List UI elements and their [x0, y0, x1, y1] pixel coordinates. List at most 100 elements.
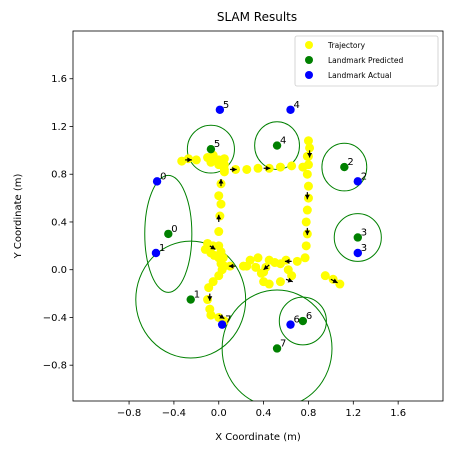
actual-label-7: 7: [225, 315, 231, 326]
trajectory-point: [206, 310, 216, 320]
trajectory-point: [253, 163, 263, 173]
legend: Trajectory Landmark Predicted Landmark A…: [294, 35, 439, 87]
trajectory-point: [264, 279, 274, 289]
plot-frame: [72, 30, 444, 402]
predicted-label-1: 1: [194, 290, 200, 301]
heading-arrow: [218, 179, 224, 187]
y-tick-label: −0.4: [43, 313, 67, 324]
heading-arrow: [229, 166, 237, 172]
uncertainty-ellipse: [333, 213, 382, 262]
actual-landmark-4: [286, 105, 295, 114]
trajectory-point: [191, 155, 201, 165]
predicted-landmark-4: [272, 141, 282, 150]
heading-arrow: [185, 157, 192, 163]
trajectory-point: [303, 160, 313, 170]
trajectory-point: [302, 205, 312, 215]
trajectory-point: [292, 256, 302, 266]
trajectory-point: [219, 167, 229, 177]
chart-title: SLAM Results: [217, 10, 297, 24]
y-tick-label: 0.0: [51, 265, 67, 276]
trajectory-point: [219, 154, 229, 164]
x-tick-label: −0.4: [162, 408, 186, 419]
predicted-label-7: 7: [280, 338, 286, 349]
y-ticks: −0.8 −0.4 0.0 0.4 0.8 1.2 1.6: [43, 74, 73, 372]
heading-arrow: [284, 258, 292, 264]
actual-landmark-0: [152, 177, 162, 186]
predicted-landmark-1: [186, 295, 195, 304]
heading-arrow: [304, 227, 310, 236]
x-tick-label: 0.4: [256, 408, 272, 419]
x-tick-label: −0.8: [117, 408, 141, 419]
trajectory-point: [214, 271, 224, 281]
trajectory-point: [214, 191, 224, 201]
actual-landmark-3: [353, 248, 362, 258]
trajectory-point: [251, 262, 261, 272]
uncertainty-ellipse: [144, 174, 193, 293]
uncertainty-ellipses: [135, 121, 382, 401]
legend-marker-predicted: [305, 56, 313, 64]
heading-arrow: [207, 293, 213, 301]
y-tick-label: −0.8: [43, 361, 67, 372]
legend-label-actual: Landmark Actual: [328, 71, 392, 80]
actual-landmark-5: [215, 105, 225, 114]
y-tick-label: 1.2: [51, 122, 67, 133]
trajectory-point: [275, 259, 285, 269]
predicted-label-4: 4: [280, 136, 286, 147]
x-ticks: −0.8 −0.4 0.0 0.4 0.8 1.2 1.6: [117, 401, 406, 419]
trajectory-point: [305, 143, 315, 153]
trajectory-point: [214, 160, 224, 170]
uncertainty-ellipse: [186, 124, 235, 174]
heading-arrow: [209, 244, 216, 250]
legend-marker-trajectory: [305, 41, 313, 49]
heading-arrow: [330, 278, 338, 284]
y-tick-label: 0.8: [51, 170, 67, 181]
actual-label-3: 3: [361, 243, 367, 254]
heading-arrow: [218, 314, 225, 320]
trajectory-point: [302, 169, 312, 179]
actual-label-1: 1: [159, 243, 165, 254]
trajectory-point: [320, 271, 330, 281]
actual-label-6: 6: [294, 315, 300, 326]
trajectory-point: [245, 255, 255, 265]
y-tick-label: 1.6: [51, 74, 67, 85]
trajectory-point: [287, 161, 297, 171]
x-tick-label: 0.0: [211, 408, 227, 419]
legend-box: [294, 35, 439, 87]
legend-marker-actual: [305, 71, 313, 79]
predicted-landmarks: [164, 141, 362, 353]
predicted-landmark-2: [340, 162, 349, 172]
trajectory-point: [287, 271, 297, 281]
legend-label-trajectory: Trajectory: [327, 41, 366, 50]
trajectory-point: [303, 136, 313, 146]
x-tick-label: 0.8: [301, 408, 317, 419]
x-tick-label: 1.2: [345, 408, 361, 419]
trajectory-point: [253, 253, 263, 263]
x-axis-label: X Coordinate (m): [215, 432, 301, 443]
heading-arrow: [263, 264, 270, 271]
heading-arrow: [304, 192, 310, 200]
trajectory-point: [204, 283, 214, 293]
legend-label-predicted: Landmark Predicted: [328, 56, 403, 65]
trajectory-points: [177, 136, 345, 326]
trajectory-point: [242, 164, 252, 174]
y-axis-label: Y Coordinate (m): [13, 173, 24, 259]
heading-arrows: [185, 150, 338, 320]
trajectory-point: [300, 253, 310, 263]
predicted-label-5: 5: [214, 139, 220, 150]
trajectory-point: [301, 217, 311, 227]
heading-arrow: [216, 214, 222, 222]
trajectory-point: [335, 279, 345, 289]
trajectory-point: [275, 277, 285, 287]
x-tick-label: 1.6: [390, 408, 406, 419]
predicted-landmark-3: [353, 233, 362, 242]
predicted-label-3: 3: [361, 227, 367, 238]
predicted-landmark-6: [298, 316, 308, 326]
predicted-label-2: 2: [347, 157, 353, 168]
actual-landmark-2: [353, 177, 362, 186]
trajectory-point: [206, 157, 216, 167]
heading-arrow: [228, 263, 236, 269]
trajectory-point: [214, 241, 224, 251]
actual-label-5: 5: [223, 100, 229, 111]
